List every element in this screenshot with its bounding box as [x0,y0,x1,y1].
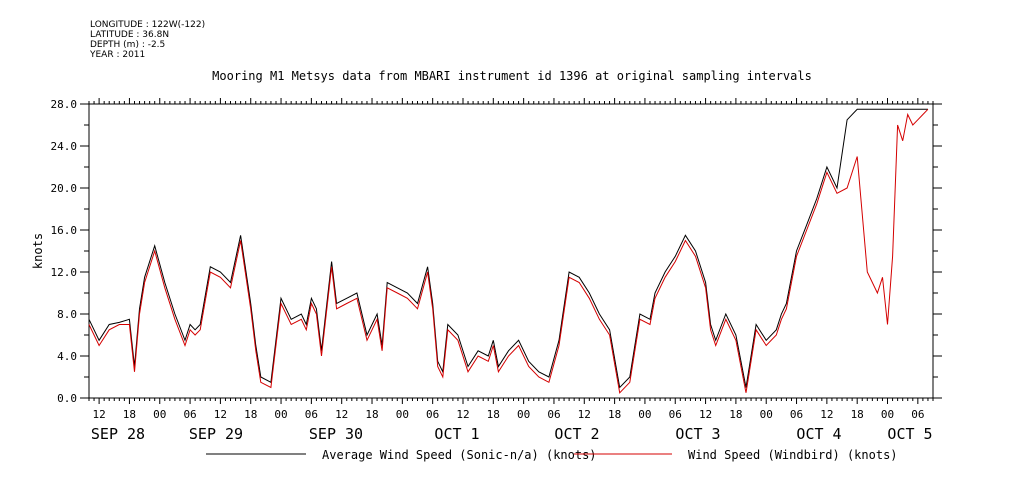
x-hour-label: 18 [365,408,378,421]
year-text: YEAR : 2011 [90,50,146,60]
y-tick-label: 20.0 [51,182,78,195]
legend-label-average: Average Wind Speed (Sonic-n/a) (knots) [322,448,597,462]
legend-label-windbird: Wind Speed (Windbird) (knots) [688,448,898,462]
latitude-text: LATITUDE : 36.8N [90,30,170,40]
x-hour-label: 06 [426,408,439,421]
x-day-label: SEP 30 [309,425,363,443]
x-hour-label: 12 [578,408,591,421]
x-hour-label: 18 [123,408,136,421]
x-hour-label: 18 [487,408,500,421]
x-hour-label: 06 [305,408,318,421]
y-tick-label: 16.0 [51,224,78,237]
x-hour-label: 06 [183,408,196,421]
chart-title: Mooring M1 Metsys data from MBARI instru… [212,69,812,83]
longitude-text: LONGITUDE : 122W(-122) [90,20,206,30]
x-hour-label: 06 [669,408,682,421]
x-day-label: OCT 1 [434,425,479,443]
series-windbird-wind-speed [88,108,929,394]
series-layer [88,108,929,394]
x-day-label: OCT 4 [796,425,841,443]
x-hour-label: 00 [638,408,651,421]
x-hour-label: 06 [547,408,560,421]
x-day-label: OCT 5 [887,425,932,443]
y-tick-label: 28.0 [51,98,78,111]
x-hour-label: 00 [153,408,166,421]
legend: Average Wind Speed (Sonic-n/a) (knots) W… [206,448,898,462]
x-hour-label: 06 [911,408,924,421]
x-hour-label: 12 [699,408,712,421]
x-hour-label: 12 [214,408,227,421]
x-hour-label: 12 [335,408,348,421]
x-hour-label: 00 [881,408,894,421]
x-hour-label: 00 [760,408,773,421]
x-hour-label: 06 [790,408,803,421]
x-day-label: SEP 29 [189,425,243,443]
x-hour-label: 00 [274,408,287,421]
depth-text: DEPTH (m) : -2.5 [90,40,166,50]
x-hour-label: 18 [244,408,257,421]
y-tick-label: 12.0 [51,266,78,279]
x-day-label: OCT 3 [675,425,720,443]
x-hour-label: 12 [820,408,833,421]
y-axis-label: knots [31,233,45,269]
x-day-label: OCT 2 [554,425,599,443]
y-tick-label: 4.0 [57,350,77,363]
series-average-wind-speed [88,108,928,389]
x-hour-label: 00 [517,408,530,421]
x-hour-label: 18 [729,408,742,421]
x-hour-label: 12 [92,408,105,421]
x-hour-label: 12 [456,408,469,421]
x-hour-label: 18 [608,408,621,421]
y-tick-label: 0.0 [57,392,77,405]
metadata-block: LONGITUDE : 122W(-122) LATITUDE : 36.8N … [90,20,205,60]
y-tick-label: 8.0 [57,308,77,321]
y-tick-label: 24.0 [51,140,78,153]
x-hour-label: 18 [851,408,864,421]
x-day-label: SEP 28 [91,425,145,443]
x-hour-label: 00 [396,408,409,421]
axis-ticks: 0.0 4.0 8.0 12.0 16.0 20.0 24.0 28.0 12 18 00 06 12 1… [51,98,942,443]
